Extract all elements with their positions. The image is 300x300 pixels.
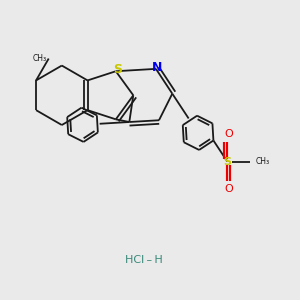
Text: O: O (224, 129, 233, 139)
Text: CH₃: CH₃ (32, 54, 46, 63)
Text: HCl – H: HCl – H (125, 255, 163, 265)
Text: CH₃: CH₃ (256, 157, 270, 166)
Text: S: S (113, 63, 122, 76)
Text: S: S (223, 157, 231, 166)
Text: O: O (224, 184, 233, 194)
Text: N: N (152, 61, 163, 74)
